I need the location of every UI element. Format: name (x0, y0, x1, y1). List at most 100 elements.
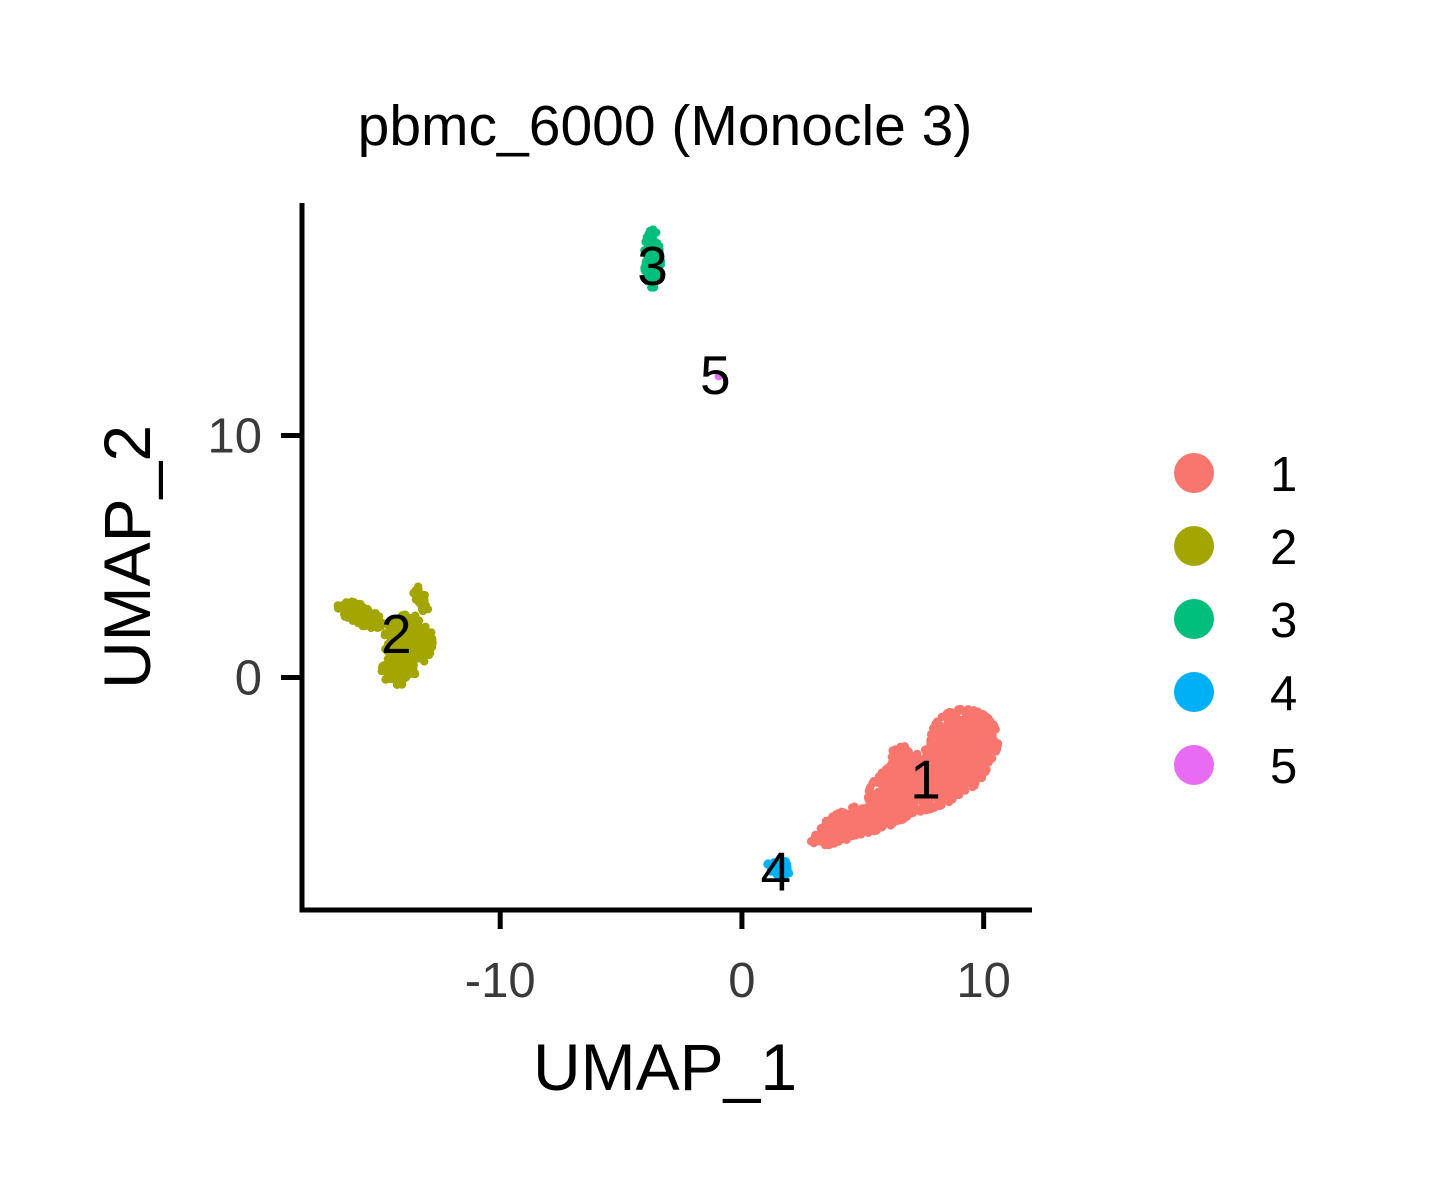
point-cluster-2 (357, 603, 366, 612)
point-cluster-3 (646, 256, 655, 265)
point-cluster-2 (406, 629, 416, 638)
point-cluster-1 (941, 774, 950, 783)
point-cluster-1 (953, 767, 962, 776)
point-cluster-1 (848, 803, 857, 812)
series-2-points (333, 582, 437, 689)
point-cluster-2 (383, 647, 392, 656)
point-cluster-3 (651, 276, 661, 286)
point-cluster-1 (882, 815, 891, 824)
point-cluster-3 (652, 228, 661, 237)
point-cluster-2 (367, 623, 376, 633)
legend-swatch (1174, 453, 1214, 493)
point-cluster-1 (905, 782, 914, 791)
point-cluster-1 (958, 759, 967, 769)
point-cluster-1 (874, 787, 883, 797)
legend-label: 1 (1270, 448, 1297, 502)
point-cluster-3 (642, 276, 652, 286)
point-cluster-4 (779, 862, 789, 871)
point-cluster-1 (950, 776, 959, 786)
point-cluster-2 (392, 680, 402, 689)
point-cluster-1 (884, 780, 893, 790)
point-cluster-2 (410, 648, 419, 657)
point-cluster-1 (954, 705, 963, 714)
legend-item-4: 4 (1174, 667, 1297, 721)
point-cluster-1 (927, 802, 936, 811)
point-cluster-1 (925, 771, 934, 780)
point-cluster-2 (390, 619, 399, 628)
x-ticks: -10 0 10 (465, 910, 1011, 1008)
point-cluster-2 (387, 626, 396, 635)
legend-swatch (1174, 526, 1214, 566)
point-cluster-2 (402, 659, 412, 668)
y-tick-label: 10 (207, 409, 262, 463)
point-cluster-1 (966, 708, 975, 717)
point-cluster-4 (766, 859, 776, 869)
point-cluster-1 (907, 797, 916, 807)
legend-label: 2 (1270, 521, 1297, 575)
point-cluster-1 (823, 840, 833, 850)
point-cluster-1 (981, 733, 990, 742)
y-ticks: 0 10 (207, 409, 302, 706)
cluster-label-4: 4 (761, 840, 792, 902)
point-cluster-1 (971, 721, 980, 730)
point-cluster-1 (977, 723, 986, 732)
x-axis-title: UMAP_1 (533, 1030, 797, 1104)
point-cluster-1 (949, 786, 958, 795)
point-cluster-5 (715, 371, 724, 380)
point-cluster-1 (874, 772, 884, 781)
point-cluster-1 (926, 730, 936, 739)
series-5-points (714, 370, 724, 381)
point-cluster-1 (916, 781, 926, 791)
point-cluster-4 (773, 870, 782, 880)
point-cluster-2 (374, 612, 384, 621)
point-cluster-1 (842, 811, 852, 821)
point-cluster-2 (413, 620, 423, 629)
cluster-label-2: 2 (381, 603, 412, 665)
point-cluster-2 (350, 615, 359, 625)
point-cluster-3 (646, 237, 655, 247)
point-cluster-1 (962, 734, 972, 744)
point-cluster-2 (365, 616, 375, 625)
point-cluster-1 (937, 740, 946, 749)
point-cluster-2 (395, 665, 404, 674)
point-cluster-1 (935, 728, 944, 737)
point-cluster-1 (832, 813, 841, 823)
x-tick-label: -10 (465, 954, 536, 1008)
point-cluster-1 (896, 797, 905, 807)
point-cluster-2 (343, 613, 352, 622)
point-cluster-2 (418, 602, 427, 612)
legend-swatch (1174, 745, 1214, 785)
cluster-label-1: 1 (910, 748, 941, 810)
legend-item-1: 1 (1174, 448, 1297, 502)
point-cluster-1 (947, 708, 956, 717)
point-cluster-2 (383, 664, 392, 673)
point-cluster-3 (649, 283, 659, 292)
point-cluster-1 (906, 757, 915, 767)
point-cluster-3 (644, 247, 653, 257)
point-cluster-1 (947, 744, 957, 754)
points-layer (333, 225, 1003, 882)
point-cluster-1 (927, 789, 936, 798)
y-tick-label: 0 (235, 652, 262, 706)
point-cluster-1 (926, 738, 935, 747)
legend-item-5: 5 (1174, 740, 1297, 794)
chart-title: pbmc_6000 (Monocle 3) (358, 94, 973, 158)
legend-label: 3 (1270, 594, 1297, 648)
point-cluster-2 (415, 642, 425, 652)
point-cluster-1 (880, 804, 889, 813)
legend-label: 5 (1270, 740, 1297, 794)
legend-label: 4 (1270, 667, 1297, 721)
point-cluster-2 (411, 589, 420, 599)
legend-swatch (1174, 599, 1214, 639)
point-cluster-2 (373, 623, 382, 632)
point-cluster-2 (401, 610, 410, 619)
point-cluster-1 (899, 814, 908, 824)
point-cluster-1 (923, 754, 932, 763)
legend-item-2: 2 (1174, 521, 1297, 575)
point-cluster-2 (392, 658, 401, 667)
point-cluster-1 (971, 758, 980, 767)
x-tick-label: 10 (956, 954, 1011, 1008)
point-cluster-1 (943, 732, 953, 741)
point-cluster-1 (974, 711, 983, 720)
